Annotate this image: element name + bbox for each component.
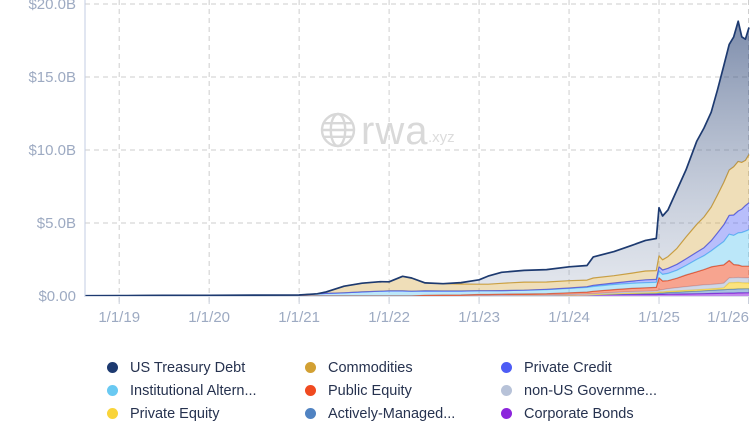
legend-item-label: Private Credit <box>524 359 612 376</box>
legend-item-institutional-alternative[interactable]: Institutional Altern... <box>107 379 305 402</box>
x-axis-label: 1/1/26 <box>707 309 749 326</box>
legend-item-label: US Treasury Debt <box>130 359 246 376</box>
legend-item-us-treasury-debt[interactable]: US Treasury Debt <box>107 356 305 379</box>
legend-item-actively-managed[interactable]: Actively-Managed... <box>305 402 501 425</box>
gridlines <box>85 0 749 304</box>
series-us-treasury-debt[interactable] <box>84 20 750 297</box>
watermark: rwa .xyz <box>320 109 455 153</box>
legend-item-label: Institutional Altern... <box>130 382 257 399</box>
legend-item-label: Private Equity <box>130 405 220 422</box>
chart-plot-area[interactable]: rwa .xyz $0.00 $5.0B $10.0B $15.0B $20.0B 1/1… <box>0 0 750 340</box>
legend-dot-icon <box>305 362 316 373</box>
legend-dot-icon <box>305 408 316 419</box>
legend-item-corporate-bonds[interactable]: Corporate Bonds <box>501 402 657 425</box>
series-private-credit[interactable] <box>84 202 750 297</box>
x-axis-label: 1/1/19 <box>98 309 140 326</box>
legend-item-private-credit[interactable]: Private Credit <box>501 356 657 379</box>
watermark-suffix: .xyz <box>428 129 455 146</box>
legend-dot-icon <box>501 385 512 396</box>
legend-dot-icon <box>107 385 118 396</box>
y-axis-label: $0.00 <box>38 288 76 305</box>
legend-dot-icon <box>107 408 118 419</box>
legend-item-public-equity[interactable]: Public Equity <box>305 379 501 402</box>
axes <box>84 0 749 304</box>
legend-item-label: non-US Governme... <box>524 382 657 399</box>
x-axis-label: 1/1/23 <box>458 309 500 326</box>
y-axis-label: $15.0B <box>28 69 76 86</box>
series-commodities[interactable] <box>84 154 750 297</box>
legend-dot-icon <box>107 362 118 373</box>
tick-labels: $0.00 $5.0B $10.0B $15.0B $20.0B 1/1/19 1/1/20… <box>28 0 749 326</box>
y-axis-label: $20.0B <box>28 0 76 13</box>
legend-dot-icon <box>501 362 512 373</box>
watermark-brand: rwa <box>361 109 428 153</box>
x-axis-label: 1/1/25 <box>638 309 680 326</box>
legend-dot-icon <box>501 408 512 419</box>
legend-item-commodities[interactable]: Commodities <box>305 356 501 379</box>
x-axis-label: 1/1/20 <box>188 309 230 326</box>
legend-item-label: Commodities <box>328 359 413 376</box>
x-axis-label: 1/1/22 <box>368 309 410 326</box>
legend-dot-icon <box>305 385 316 396</box>
legend-item-label: Corporate Bonds <box>524 405 634 422</box>
x-axis-label: 1/1/24 <box>548 309 590 326</box>
legend-item-label: Public Equity <box>328 382 412 399</box>
chart-legend: US Treasury Debt Institutional Altern... P… <box>107 356 657 425</box>
stacked-areas[interactable] <box>84 20 750 297</box>
legend-item-private-equity[interactable]: Private Equity <box>107 402 305 425</box>
y-axis-label: $5.0B <box>37 215 76 232</box>
y-axis-label: $10.0B <box>28 142 76 159</box>
globe-icon <box>320 112 356 148</box>
x-axis-label: 1/1/21 <box>278 309 320 326</box>
legend-item-label: Actively-Managed... <box>328 405 456 422</box>
legend-item-non-us-government[interactable]: non-US Governme... <box>501 379 657 402</box>
